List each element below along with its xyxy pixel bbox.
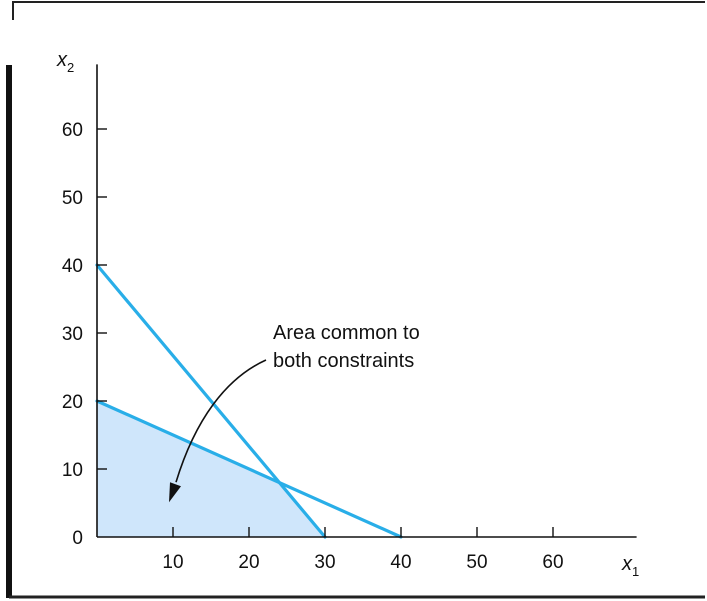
constraint-line-2 — [95, 399, 403, 539]
annotation-text: Area common to — [273, 322, 420, 344]
y-tick-label: 20 — [62, 392, 83, 413]
x-tick-label: 60 — [542, 552, 563, 573]
constraint-line-1 — [95, 263, 327, 539]
y-tick-label: 30 — [62, 324, 83, 345]
y-tick-label: 50 — [62, 188, 83, 209]
y-tick-label: 10 — [62, 460, 83, 481]
y-tick-label: 40 — [62, 256, 83, 277]
annotation-arrowhead — [169, 482, 181, 503]
annotation-arrow — [175, 359, 267, 483]
x-tick-label: 30 — [314, 552, 335, 573]
annotation-text: both constraints — [273, 350, 414, 372]
y-tick-label: 60 — [62, 120, 83, 141]
x-tick-label: 40 — [390, 552, 411, 573]
feasible-region — [97, 401, 325, 537]
y-tick-label: 0 — [72, 528, 83, 549]
y-axis-label: x2 — [56, 49, 74, 75]
x-axis-label: x1 — [621, 553, 639, 579]
x-tick-label: 10 — [162, 552, 183, 573]
x-tick-label: 20 — [238, 552, 259, 573]
x-tick-label: 50 — [466, 552, 487, 573]
